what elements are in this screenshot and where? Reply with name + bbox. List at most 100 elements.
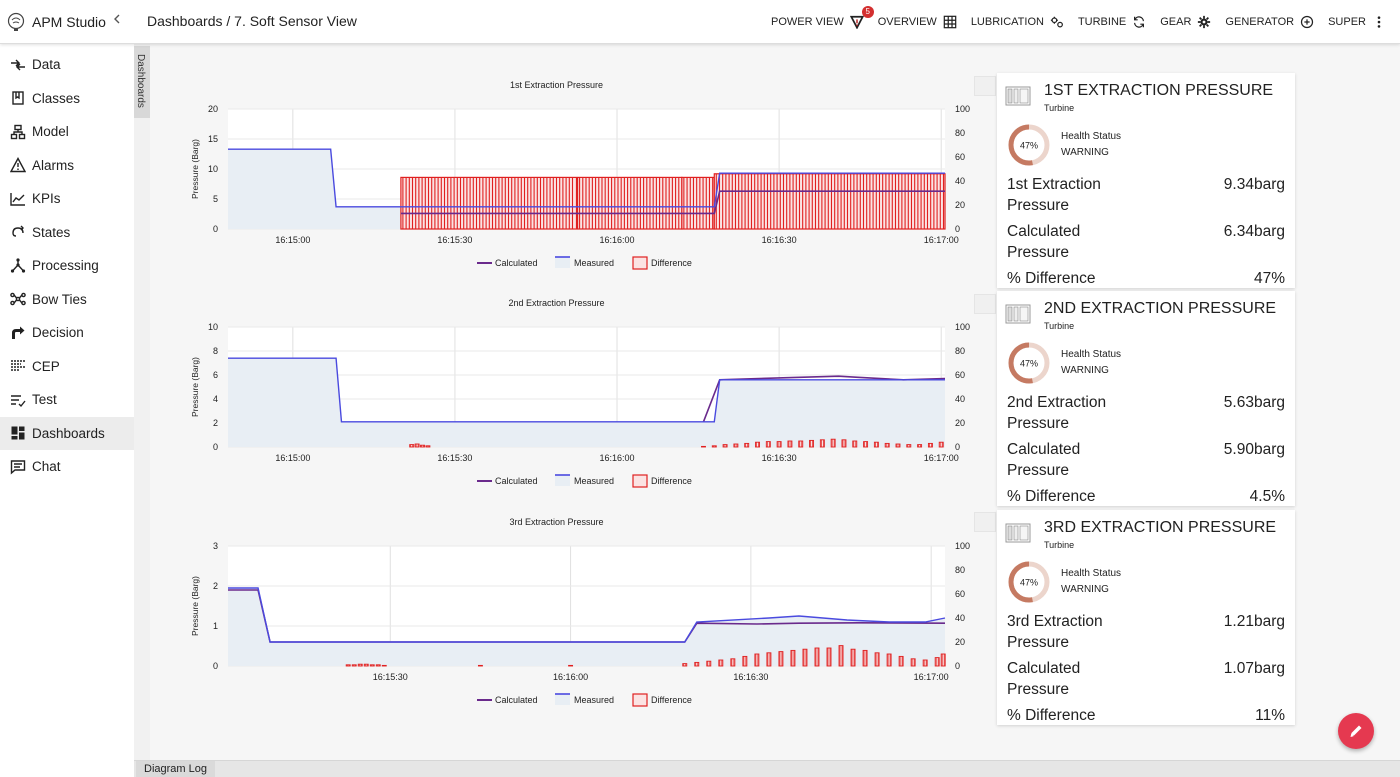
legend-difference[interactable]: Difference — [651, 476, 692, 486]
breadcrumb: Dashboards / 7. Soft Sensor View — [147, 13, 357, 29]
difference-bar — [742, 655, 748, 667]
chart-2-menu-button[interactable] — [974, 294, 996, 314]
y-tick-label: 10 — [208, 164, 218, 174]
sensor-card: 2ND EXTRACTION PRESSURE Turbine 47% Heal… — [997, 291, 1295, 506]
legend-difference-swatch — [632, 256, 648, 270]
legend-difference[interactable]: Difference — [651, 695, 692, 705]
legend-measured[interactable]: Measured — [574, 695, 614, 705]
difference-bar — [873, 441, 879, 448]
sidebar-item-test[interactable]: Test — [0, 383, 134, 417]
legend-calculated[interactable]: Calculated — [495, 476, 538, 486]
sidebar-item-label: Processing — [32, 258, 99, 274]
app-brand[interactable]: APM Studio — [6, 10, 106, 34]
difference-bar — [886, 653, 892, 667]
sidebar-item-label: Data — [32, 57, 61, 73]
metric-label: Calculated Pressure — [1007, 441, 1081, 479]
difference-bar — [713, 173, 946, 230]
difference-bar — [838, 645, 844, 667]
gear-icon — [1198, 15, 1211, 28]
card-subtitle: Turbine — [1044, 321, 1075, 331]
metric-value: 47% — [1253, 270, 1285, 287]
difference-bar — [718, 659, 724, 667]
calculated-line — [400, 190, 945, 215]
sidebar-item-bow-ties[interactable]: Bow Ties — [0, 283, 134, 317]
metric-label: % Difference — [1007, 488, 1096, 505]
top-header: APM Studio Dashboards / 7. Soft Sensor V… — [0, 0, 1400, 44]
sidebar-item-chat[interactable]: Chat — [0, 450, 134, 484]
difference-bar — [425, 445, 431, 448]
legend-calculated[interactable]: Calculated — [495, 258, 538, 268]
chevron-left-icon — [114, 14, 120, 24]
difference-bar — [884, 442, 890, 448]
y2-tick-label: 0 — [955, 442, 960, 452]
chart-3-menu-button[interactable] — [974, 512, 996, 532]
sidebar-item-kpis[interactable]: KPIs — [0, 182, 134, 216]
y-tick-label: 8 — [213, 346, 218, 356]
difference-bar — [898, 655, 904, 667]
legend-difference[interactable]: Difference — [651, 258, 692, 268]
topnav-power-view[interactable]: POWER VIEW 5 — [770, 5, 874, 29]
app-name: APM Studio — [32, 14, 106, 30]
difference-bar — [850, 648, 856, 667]
topnav-label: GENERATOR — [1225, 15, 1295, 28]
difference-bar — [722, 444, 728, 448]
x-tick-label: 16:15:30 — [437, 453, 472, 463]
sidebar-item-alarms[interactable]: Alarms — [0, 149, 134, 183]
difference-bar — [409, 444, 415, 448]
y-tick-label: 10 — [208, 322, 218, 332]
difference-bar — [862, 649, 868, 667]
y2-tick-label: 80 — [955, 128, 965, 138]
legend-measured[interactable]: Measured — [574, 476, 614, 486]
chart-title: 3rd Extraction Pressure — [509, 517, 603, 527]
decision-icon — [12, 326, 25, 339]
collapse-sidebar-button[interactable] — [112, 12, 122, 28]
sidebar-item-states[interactable]: States — [0, 216, 134, 250]
legend-difference-swatch — [632, 474, 648, 488]
difference-bar — [694, 661, 700, 667]
y-tick-label: 3 — [213, 541, 218, 551]
edit-fab-button[interactable] — [1338, 713, 1374, 749]
difference-bar — [351, 664, 357, 667]
diagram-log-tab[interactable]: Diagram Log — [136, 761, 215, 777]
difference-bar — [863, 441, 869, 448]
metric-label: 1st Extraction Pressure — [1007, 176, 1101, 214]
x-tick-label: 16:16:30 — [762, 453, 797, 463]
sidebar-item-processing[interactable]: Processing — [0, 249, 134, 283]
sidebar-item-cep[interactable]: CEP — [0, 350, 134, 384]
legend-measured[interactable]: Measured — [574, 258, 614, 268]
sidebar-item-label: States — [32, 224, 71, 240]
difference-bar — [730, 658, 736, 667]
legend-measured-swatch — [555, 257, 570, 268]
topnav-overview[interactable]: OVERVIEW — [878, 15, 957, 29]
sidebar-item-label: Alarms — [32, 157, 75, 173]
sidebar-item-decision[interactable]: Decision — [0, 316, 134, 350]
difference-bar — [576, 176, 683, 230]
topnav-label: POWER VIEW — [770, 15, 844, 28]
difference-bar — [895, 443, 901, 448]
sidebar-item-data[interactable]: Data — [0, 48, 134, 82]
topnav-lubrication[interactable]: LUBRICATION — [971, 15, 1064, 29]
chart-title: 1st Extraction Pressure — [510, 80, 603, 90]
x-tick-label: 16:16:30 — [762, 235, 797, 245]
y-axis-label: Pressure (Barg) — [190, 357, 200, 417]
sensor-device-icon — [1005, 304, 1031, 324]
topnav-generator[interactable]: GENERATOR — [1225, 15, 1314, 29]
measured-line — [228, 357, 945, 423]
legend-calculated[interactable]: Calculated — [495, 695, 538, 705]
chart-1-menu-button[interactable] — [974, 76, 996, 96]
topnav-turbine[interactable]: TURBINE — [1078, 15, 1146, 29]
gears-icon — [1050, 16, 1063, 28]
topnav-gear[interactable]: GEAR — [1160, 15, 1211, 29]
sidebar-item-dashboards[interactable]: Dashboards — [0, 416, 134, 450]
difference-bar — [787, 440, 793, 448]
chart-1st-extraction-pressure: 1st Extraction Pressure 0 5 10 15 20 0 20 40 60 80… — [172, 70, 986, 280]
sidebar-item-model[interactable]: Model — [0, 115, 134, 149]
cycle-icon — [12, 225, 24, 237]
difference-bar — [701, 445, 706, 448]
dashboards-vertical-tab[interactable]: Dashboards — [134, 46, 150, 118]
measured-line — [228, 587, 946, 643]
health-status-value: WARNING — [1061, 147, 1109, 158]
topnav-super[interactable]: SUPER — [1328, 15, 1386, 29]
difference-bar — [381, 664, 387, 667]
sidebar-item-classes[interactable]: Classes — [0, 82, 134, 116]
